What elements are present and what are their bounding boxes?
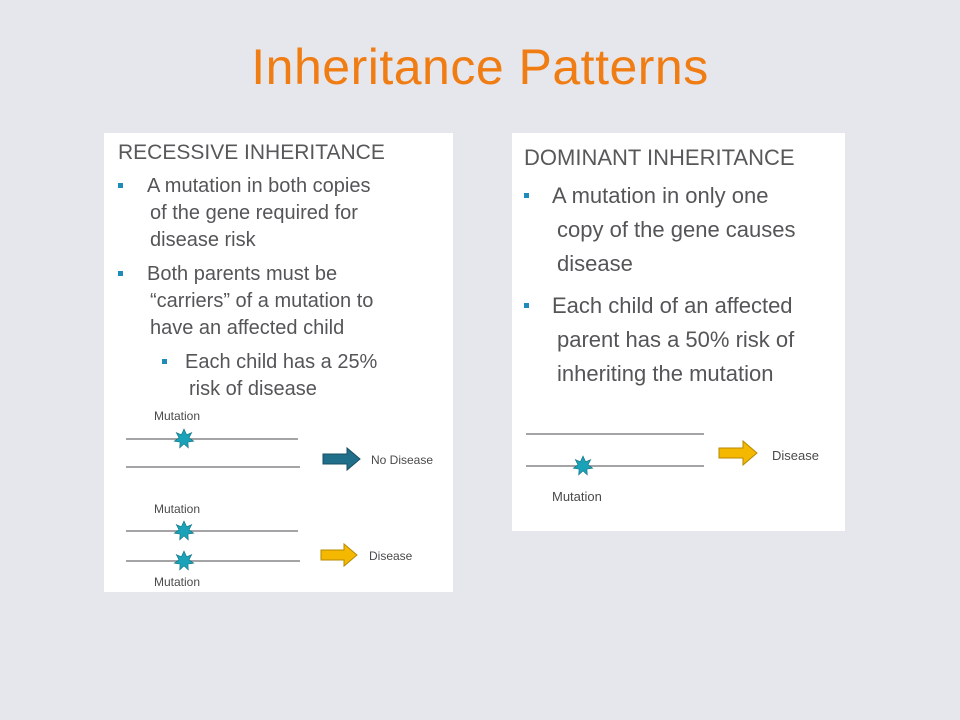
bullet-line: “carriers” of a mutation to [150,290,374,312]
bullet-line: of the gene required for [150,202,358,224]
mutation-label: Mutation [154,502,200,516]
dominant-inheritance-panel: DOMINANT INHERITANCE A mutation in only … [512,133,845,531]
mutation-label: Mutation [154,409,200,423]
bullet-square-icon [524,303,529,308]
bullet-square-icon [118,271,123,276]
recessive-sub-bullet: Each child has a 25% risk of disease [162,349,377,403]
dominant-bullet-2: Each child of an affected parent has a 5… [524,289,794,391]
bullet-line: disease risk [150,229,256,251]
bullet-square-icon [162,359,167,364]
recessive-heading: RECESSIVE INHERITANCE [118,141,385,164]
dominant-bullet-1: A mutation in only one copy of the gene … [524,179,796,281]
bullet-line: A mutation in both copies [147,175,371,197]
bullet-line: parent has a 50% risk of [557,327,795,352]
disease-label: Disease [369,549,413,563]
no-disease-label: No Disease [371,453,433,467]
recessive-bullet-2: Both parents must be “carriers” of a mut… [118,261,373,342]
right-arrow-icon [718,439,758,467]
recessive-diagram: Mutation No Disease Mutation Mutation Di… [126,409,433,589]
bullet-line: disease [557,251,633,276]
bullet-line: Both parents must be [147,263,338,285]
disease-label: Disease [772,448,819,463]
bullet-line: A mutation in only one [552,183,769,208]
recessive-inheritance-panel: RECESSIVE INHERITANCE A mutation in both… [104,133,453,592]
dominant-heading: DOMINANT INHERITANCE [524,145,795,170]
mutation-label: Mutation [154,575,200,589]
recessive-bullet-1: A mutation in both copies of the gene re… [118,173,370,254]
slide-title: Inheritance Patterns [251,39,709,95]
bullet-line: inheriting the mutation [557,361,774,386]
bullet-line: copy of the gene causes [557,217,796,242]
bullet-square-icon [118,183,123,188]
bullet-square-icon [524,193,529,198]
right-arrow-icon [320,542,358,568]
bullet-line: Each child has a 25% [185,351,378,373]
dominant-diagram: Mutation Disease [526,433,819,504]
mutation-label: Mutation [552,489,602,504]
right-arrow-icon [322,446,361,472]
bullet-line: have an affected child [150,317,345,339]
bullet-line: Each child of an affected [552,293,793,318]
bullet-line: risk of disease [189,378,317,400]
